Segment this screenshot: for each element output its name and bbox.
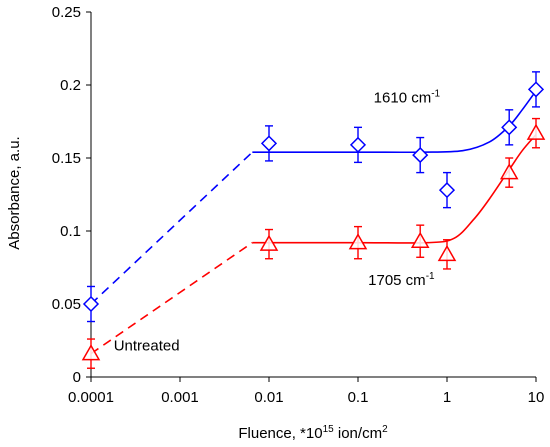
series-1-point	[499, 157, 519, 188]
triangle-marker	[526, 123, 546, 140]
x-tick-label: 10	[528, 389, 545, 406]
x-axis-title: Fluence, *1015 ion/cm2	[238, 424, 388, 442]
series-1-point	[259, 228, 279, 260]
y-tick-label: 0.25	[52, 4, 81, 21]
series-0-point	[82, 285, 100, 323]
annotations: 1610 cm-1 1705 cm-1 Untreated	[114, 89, 441, 355]
x-tick-label: 0.01	[254, 389, 283, 406]
series-1-point	[437, 239, 457, 270]
annotation-label: 1610 cm-1	[374, 89, 441, 107]
series-0-point	[349, 126, 367, 164]
diamond-marker	[438, 182, 456, 199]
triangle-marker	[81, 344, 101, 361]
y-tick-label: 0.05	[52, 296, 81, 313]
triangle-marker	[410, 231, 430, 248]
x-tick-label: 0.001	[161, 389, 199, 406]
y-axis-title: Absorbance, a.u.	[6, 136, 23, 249]
annotation-label: Untreated	[114, 338, 180, 355]
diamond-marker	[501, 119, 518, 136]
series-0-point	[527, 71, 545, 108]
x-tick-label: 0.0001	[68, 389, 114, 406]
series-0-point	[412, 136, 429, 174]
series-0-point	[260, 125, 278, 162]
series-1-point	[81, 338, 101, 369]
series-0-point	[501, 109, 518, 146]
series-0-point	[438, 171, 456, 209]
y-tick-label: 0.2	[60, 77, 81, 94]
x-tick-label: 1	[443, 389, 451, 406]
y-tick-label: 0.15	[52, 150, 81, 167]
y-tick-label: 0	[73, 369, 81, 386]
diamond-marker	[260, 135, 278, 152]
axes: 0 0.05 0.1 0.15 0.2 0.25 0.0001 0.001 0.01 0.1 1 10	[52, 4, 545, 406]
diamond-marker	[527, 81, 545, 98]
annotation-label: 1705 cm-1	[368, 271, 435, 289]
diamond-marker	[349, 136, 367, 153]
series-1-point	[348, 225, 368, 260]
triangle-marker	[348, 233, 368, 250]
triangle-marker	[259, 234, 279, 251]
y-tick-label: 0.1	[60, 223, 81, 240]
triangle-marker	[437, 244, 457, 262]
diamond-marker	[82, 295, 100, 313]
series-1-fit-curve	[252, 134, 537, 244]
series-points	[81, 71, 546, 369]
triangle-marker	[499, 163, 519, 180]
series-1-point	[410, 224, 430, 258]
diamond-marker	[412, 147, 429, 164]
series-1-point	[526, 117, 546, 149]
series-1-dashed-line	[90, 242, 253, 355]
x-tick-label: 0.1	[348, 389, 369, 406]
series-0-dashed-line	[90, 151, 253, 305]
series-lines	[90, 90, 537, 355]
